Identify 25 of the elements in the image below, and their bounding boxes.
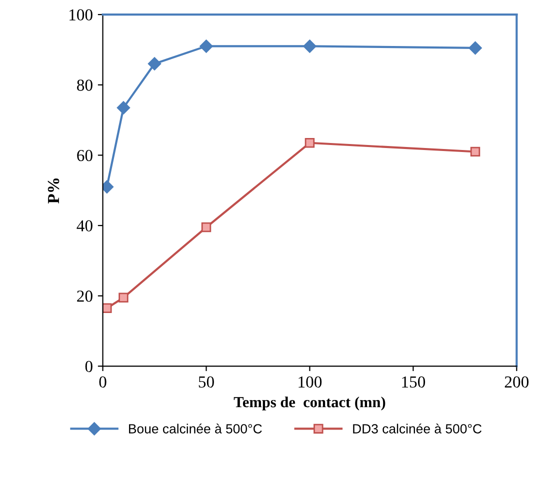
- point: [102, 303, 112, 314]
- point: [201, 222, 212, 232]
- point: [470, 146, 480, 157]
- point: [468, 41, 482, 55]
- point: [303, 40, 316, 53]
- point: [148, 57, 162, 70]
- x-tick-label: 200: [504, 376, 529, 388]
- y-tick-label: 20: [77, 290, 92, 302]
- x-axis-title: Temps de contact (mn): [234, 396, 386, 410]
- y-tick-label: 60: [77, 150, 92, 162]
- point: [118, 292, 128, 302]
- x-tick-label: 150: [402, 376, 426, 388]
- y-tick-label: 40: [76, 220, 92, 232]
- y-tick-label: 100: [70, 9, 92, 20]
- point: [200, 40, 213, 53]
- legend-label: DD3 calcinée à 500°C: [353, 424, 482, 434]
- x-tick-label: 100: [298, 376, 322, 388]
- y-tick-label: 80: [77, 80, 92, 91]
- legend-label: Boue calcinée à 500°C: [129, 424, 262, 434]
- point: [116, 101, 130, 114]
- x-tick-label: 50: [198, 376, 214, 388]
- y-axis-title: P%: [48, 178, 60, 204]
- x-tick-label: 0: [99, 376, 106, 388]
- point: [304, 138, 315, 148]
- y-tick-label: 0: [85, 360, 92, 372]
